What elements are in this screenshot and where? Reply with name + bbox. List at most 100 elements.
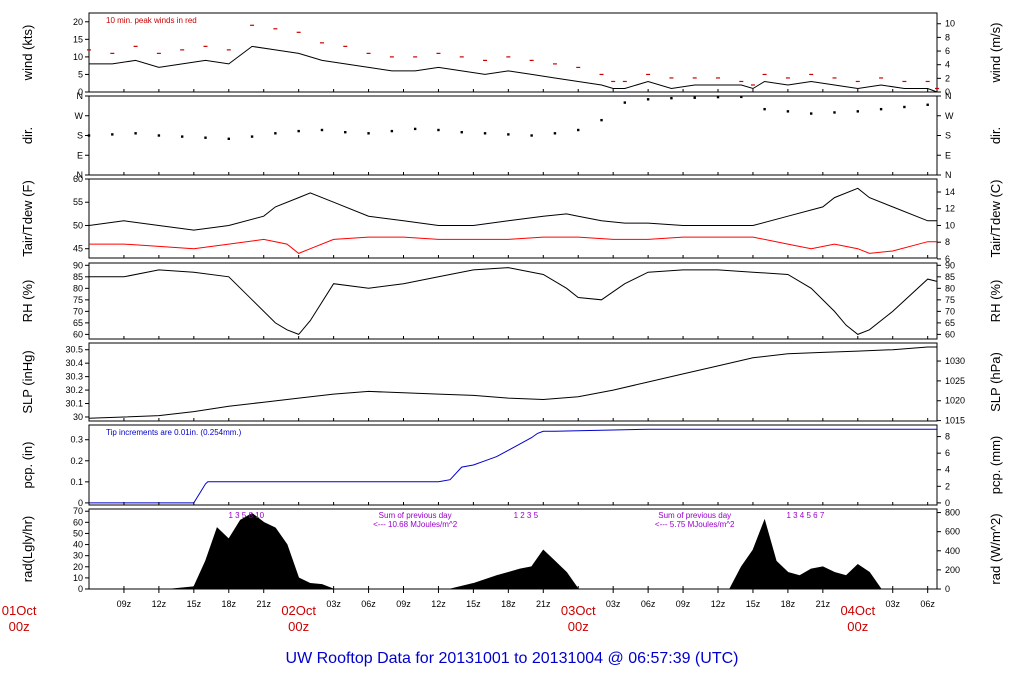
y-tick-label: E — [77, 150, 83, 160]
day-marker-sublabel: 00z — [568, 619, 589, 634]
day-marker-sublabel: 00z — [288, 619, 309, 634]
series-point-direction — [763, 107, 766, 111]
y-tick-label: 10 — [73, 52, 83, 62]
y-axis-label-left: SLP (inHg) — [20, 350, 35, 413]
series-point-direction — [809, 112, 813, 115]
y-tick-label: 0.3 — [70, 435, 83, 445]
series-point-direction — [297, 129, 300, 133]
y-axis-label-right: SLP (hPa) — [988, 352, 1003, 412]
series-point-direction — [833, 111, 836, 114]
series-point-direction — [250, 135, 254, 138]
y-tick-label-right: E — [945, 150, 951, 160]
chart-title: UW Rooftop Data for 20131001 to 20131004… — [285, 650, 739, 667]
y-axis-label-left: dir. — [20, 127, 35, 144]
cloud-cover-labels: 1 3 4 5 6 7 — [786, 511, 824, 520]
y-tick-label-right: S — [945, 131, 951, 141]
y-tick-label: 50 — [73, 528, 83, 538]
x-tick-label: 21z — [256, 599, 271, 609]
panel-frame — [88, 178, 938, 259]
x-tick-label: 21z — [536, 599, 551, 609]
cloud-cover-labels: 1 2 3 5 — [514, 511, 539, 520]
series-point-direction — [507, 133, 510, 136]
y-tick-label-right: 90 — [945, 260, 955, 270]
y-tick-label-right: 8 — [945, 237, 950, 247]
y-tick-label-right: 4 — [945, 60, 950, 70]
y-tick-label-right: 0 — [945, 584, 950, 594]
radiation-note: Sum of previous day — [658, 511, 731, 520]
series-point-direction — [926, 103, 929, 106]
y-tick-label: 70 — [73, 506, 83, 516]
y-tick-label: 75 — [73, 295, 83, 305]
series-point-direction — [413, 127, 417, 131]
y-axis-label-left: RH (%) — [20, 280, 35, 323]
series-point-direction — [437, 128, 440, 132]
y-tick-label: N — [77, 91, 84, 101]
panel-rh — [85, 262, 941, 340]
y-axis-label-right: dir. — [988, 127, 1003, 144]
y-tick-label-right: 75 — [945, 295, 955, 305]
y-tick-label: 5 — [78, 69, 83, 79]
y-tick-label: N — [77, 170, 84, 180]
series-point-direction — [600, 118, 603, 122]
y-tick-label-right: 6 — [945, 448, 950, 458]
y-tick-label: 30 — [73, 412, 83, 422]
y-axis-label-left: pcp. (in) — [20, 442, 35, 489]
day-marker-sublabel: 00z — [847, 619, 868, 634]
y-axis-label-right: wind (m/s) — [988, 23, 1003, 84]
y-tick-label-right: 1030 — [945, 356, 965, 366]
series-point-direction — [274, 132, 277, 135]
panel-note-pcp: Tip increments are 0.01in. (0.254mm.) — [106, 428, 242, 437]
x-tick-label: 15z — [466, 599, 481, 609]
series-point-direction — [87, 134, 91, 137]
x-tick-label: 03z — [885, 599, 900, 609]
series-point-direction — [134, 132, 137, 135]
series-point-direction — [320, 128, 324, 132]
y-tick-label-right: 6 — [945, 46, 950, 56]
y-tick-label: 30 — [73, 551, 83, 561]
panel-wind — [85, 12, 941, 93]
series-point-direction — [856, 110, 859, 113]
series-point-direction — [577, 128, 580, 132]
series-point-direction — [670, 96, 673, 100]
y-tick-label-right: 1025 — [945, 376, 965, 386]
panel-dir — [85, 95, 941, 176]
series-line-precip — [89, 428, 937, 504]
x-tick-label: 12z — [431, 599, 446, 609]
y-tick-label-right: 600 — [945, 527, 960, 537]
series-point-direction — [367, 132, 370, 135]
x-tick-label: 06z — [641, 599, 656, 609]
y-tick-label: 80 — [73, 283, 83, 293]
y-axis-label-left: Tair/Tdew (F) — [20, 180, 35, 257]
y-tick-label-right: 2 — [945, 481, 950, 491]
series-point-direction — [693, 96, 696, 99]
x-tick-label: 21z — [816, 599, 831, 609]
y-tick-label: 50 — [73, 220, 83, 230]
y-tick-label: 0.2 — [70, 456, 83, 466]
y-tick-label-right: 4 — [945, 465, 950, 475]
y-tick-label: 90 — [73, 260, 83, 270]
day-marker-label: 03Oct — [561, 603, 596, 618]
series-point-direction — [111, 133, 114, 136]
y-tick-label-right: 0 — [945, 498, 950, 508]
y-tick-label: 20 — [73, 17, 83, 27]
y-tick-label-right: 65 — [945, 318, 955, 328]
panel-frame — [88, 342, 938, 422]
panel-frame — [88, 424, 938, 506]
series-point-direction — [646, 98, 650, 101]
y-axis-label-right: rad (W/m^2) — [988, 513, 1003, 584]
y-tick-label: 0.1 — [70, 477, 83, 487]
y-tick-label: 30.5 — [65, 345, 83, 355]
radiation-note: <--- 10.68 MJoules/m^2 — [373, 520, 458, 529]
panel-frame — [88, 262, 938, 340]
y-tick-label: 30.2 — [65, 385, 83, 395]
x-tick-label: 09z — [396, 599, 411, 609]
y-axis-label-right: Tair/Tdew (C) — [988, 179, 1003, 257]
y-tick-label-right: 200 — [945, 565, 960, 575]
series-area-radiation — [170, 512, 882, 590]
x-tick-label: 09z — [676, 599, 691, 609]
panel-pcp — [85, 424, 941, 506]
y-tick-label-right: N — [945, 170, 952, 180]
y-tick-label-right: 800 — [945, 508, 960, 518]
series-point-direction — [879, 107, 883, 111]
series-point-direction — [530, 134, 533, 137]
